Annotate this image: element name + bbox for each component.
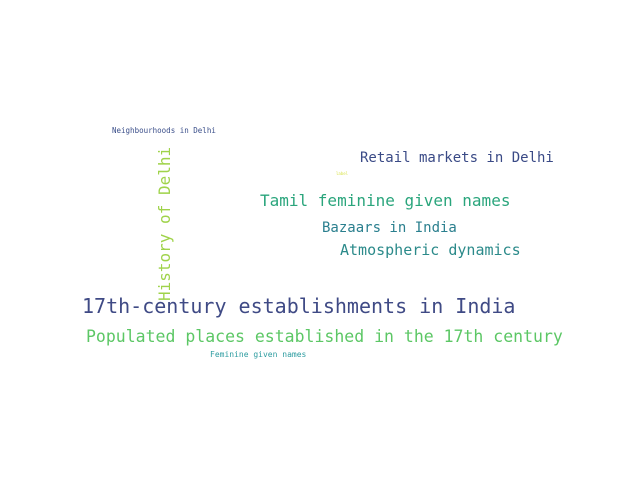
word-history-of-delhi: History of Delhi [155, 146, 174, 301]
word-feminine-given-names: Feminine given names [210, 350, 307, 359]
word-atmospheric-dynamics: Atmospheric dynamics [340, 241, 521, 259]
word-retail-markets-in-delhi: Retail markets in Delhi [360, 150, 554, 166]
word-tiny-label: label [336, 171, 349, 176]
word-17th-century-establishments-in-india: 17th-century establishments in India [82, 294, 516, 318]
word-populated-places-established-in-the-17th-century: Populated places established in the 17th… [86, 327, 563, 346]
word-tamil-feminine-given-names: Tamil feminine given names [260, 191, 511, 210]
word-bazaars-in-india: Bazaars in India [322, 220, 457, 236]
word-neighbourhoods-in-delhi: Neighbourhoods in Delhi [112, 126, 216, 135]
